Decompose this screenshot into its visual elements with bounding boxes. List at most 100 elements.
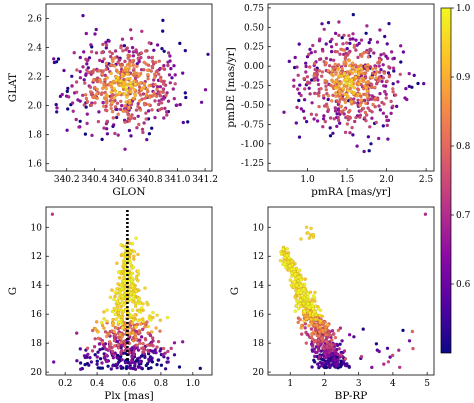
data-point (309, 321, 314, 326)
data-point (379, 53, 383, 57)
data-point (321, 124, 325, 129)
data-point (137, 328, 142, 333)
x-tick-label: 2 (322, 379, 328, 389)
x-tick-label: 1 (287, 379, 293, 389)
data-point (391, 90, 395, 94)
data-point (326, 97, 330, 102)
data-point (366, 62, 370, 67)
data-point (299, 332, 304, 336)
data-point (127, 119, 132, 123)
data-point (105, 308, 109, 312)
data-point (331, 73, 335, 78)
data-point (147, 103, 151, 107)
data-point (77, 125, 81, 129)
data-point (122, 279, 127, 283)
data-points (50, 212, 203, 371)
data-point (348, 37, 353, 41)
data-point (378, 91, 382, 96)
data-point (132, 249, 137, 254)
data-point (316, 307, 321, 311)
data-point (110, 288, 114, 292)
data-point (297, 268, 302, 272)
data-point (104, 67, 108, 72)
data-point (366, 55, 371, 59)
data-point (338, 104, 343, 109)
data-point (302, 309, 307, 314)
data-point (352, 100, 357, 105)
data-point (159, 90, 163, 94)
data-point (156, 102, 161, 107)
data-point (115, 355, 119, 360)
data-point (95, 362, 99, 367)
data-point (348, 108, 352, 113)
data-point (330, 37, 334, 42)
x-tick-label: 341.2 (192, 175, 218, 185)
data-point (184, 95, 188, 100)
data-point (110, 309, 115, 314)
data-point (156, 339, 161, 344)
data-point (149, 318, 153, 322)
data-point (301, 109, 306, 113)
data-point (116, 343, 121, 347)
data-point (352, 90, 357, 95)
data-point (94, 320, 99, 324)
data-point (136, 56, 141, 61)
data-point (116, 270, 121, 274)
data-point (178, 41, 182, 46)
data-point (336, 63, 341, 67)
data-point (138, 360, 142, 364)
data-point (317, 334, 321, 338)
data-point (75, 68, 79, 72)
data-point (85, 346, 90, 350)
x-tick-label: 1.5 (340, 175, 355, 185)
data-point (142, 67, 146, 72)
data-point (362, 116, 367, 120)
data-point (310, 301, 314, 306)
data-point (112, 329, 117, 334)
data-point (297, 135, 302, 139)
data-point (166, 99, 171, 103)
data-point (109, 90, 114, 95)
data-point (114, 78, 119, 83)
data-point (166, 349, 170, 354)
data-point (307, 86, 311, 91)
data-point (100, 361, 104, 365)
data-point (54, 110, 59, 114)
data-point (317, 104, 321, 109)
data-point (391, 87, 395, 91)
data-point (117, 315, 121, 319)
data-point (376, 136, 381, 141)
data-point (136, 252, 140, 257)
data-point (151, 315, 155, 320)
plot-frame (45, 3, 213, 172)
data-point (305, 75, 310, 79)
data-point (323, 351, 328, 356)
data-point (115, 339, 120, 344)
data-point (370, 67, 375, 71)
data-point (296, 73, 300, 78)
data-point (398, 44, 403, 48)
data-point (310, 101, 314, 105)
data-point (356, 55, 360, 60)
data-point (334, 72, 338, 76)
data-point (102, 126, 106, 130)
data-point (348, 63, 352, 68)
data-point (311, 294, 316, 298)
data-point (341, 42, 345, 46)
data-point (114, 68, 119, 72)
data-point (317, 349, 321, 353)
data-point (296, 275, 301, 279)
panel-bottom-left: 0.2 0.4 0.6 0.8 1.0 10 12 14 16 18 20 Plx [mas] G (7, 206, 213, 402)
x-axis-label: BP-RP (335, 390, 368, 402)
data-point (387, 74, 392, 79)
data-point (119, 304, 123, 309)
data-point (385, 79, 389, 83)
data-point (160, 46, 164, 51)
data-point (389, 50, 394, 54)
data-point (121, 85, 125, 89)
data-point (100, 86, 105, 91)
data-point (149, 330, 154, 334)
data-point (407, 71, 411, 76)
data-point (150, 108, 154, 112)
data-point (302, 116, 307, 120)
